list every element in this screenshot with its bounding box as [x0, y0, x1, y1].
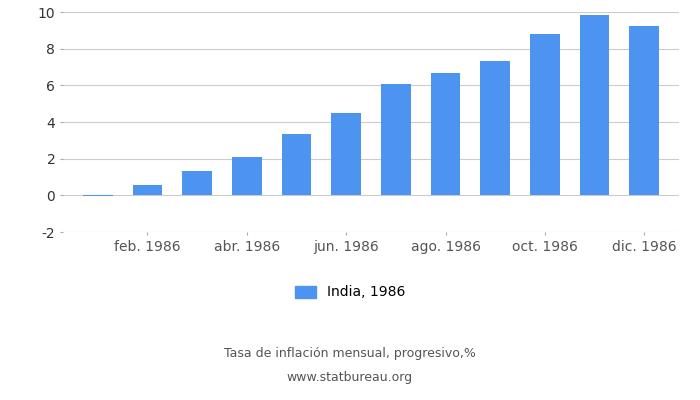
Bar	[331, 113, 361, 195]
Bar	[530, 34, 560, 195]
Legend: India, 1986: India, 1986	[289, 280, 411, 305]
Bar	[182, 170, 212, 195]
Text: www.statbureau.org: www.statbureau.org	[287, 372, 413, 384]
Bar	[232, 157, 262, 195]
Bar	[381, 84, 411, 195]
Text: Tasa de inflación mensual, progresivo,%: Tasa de inflación mensual, progresivo,%	[224, 348, 476, 360]
Bar	[580, 15, 610, 195]
Bar	[430, 72, 461, 195]
Bar	[480, 60, 510, 195]
Bar	[83, 195, 113, 196]
Bar	[132, 185, 162, 195]
Bar	[281, 134, 312, 195]
Bar	[629, 26, 659, 195]
